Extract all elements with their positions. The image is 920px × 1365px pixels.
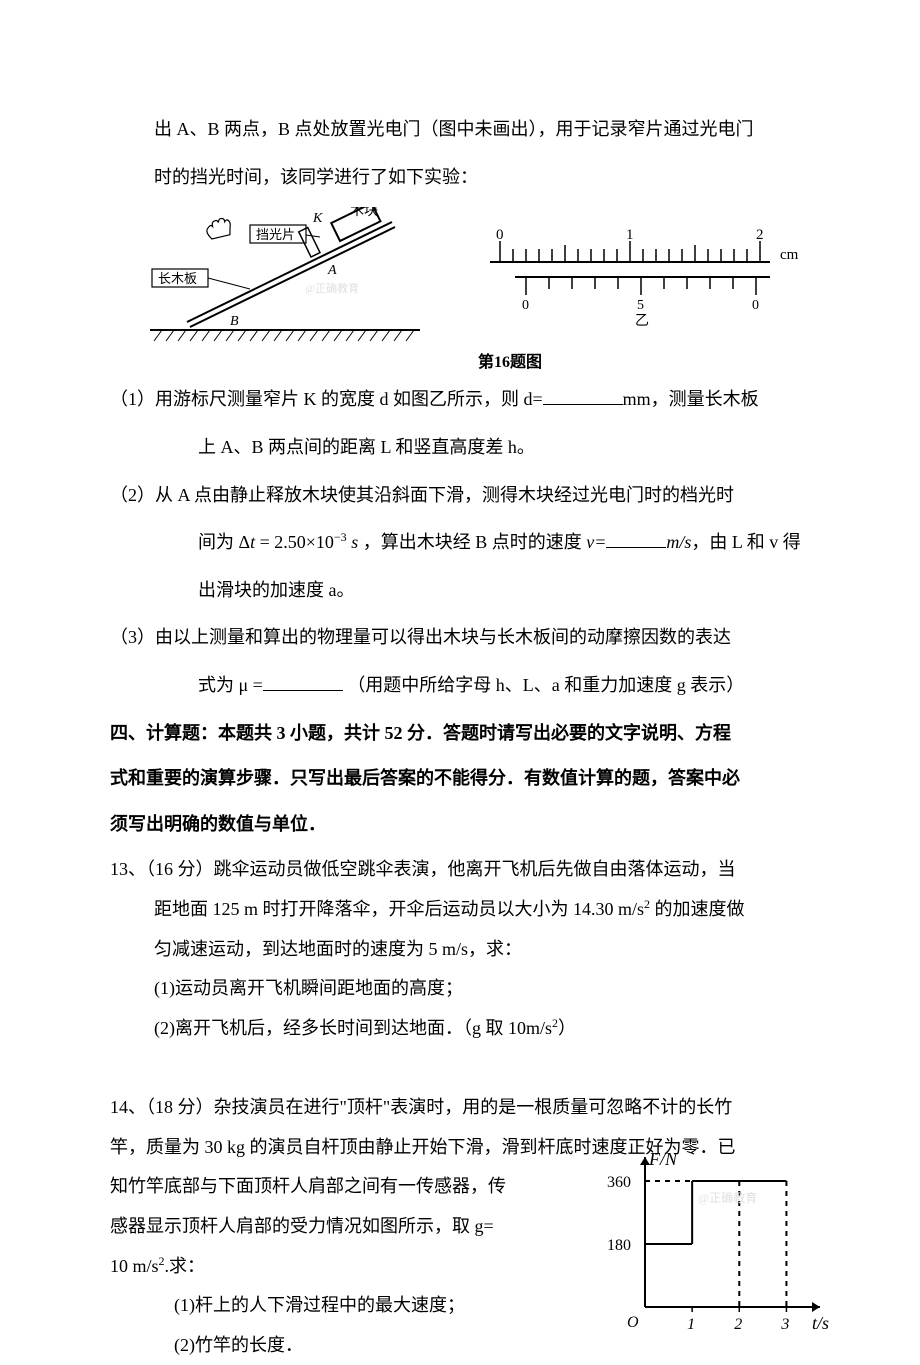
intro-line-1: 出 A、B 两点，B 点处放置光电门（图中未画出），用于记录窄片通过光电门 bbox=[110, 110, 830, 150]
q2-blank[interactable] bbox=[606, 528, 666, 548]
q2-l2-before: 间为 bbox=[198, 532, 234, 552]
svg-text:360: 360 bbox=[607, 1174, 631, 1191]
p13-head: 13、（16 分）跳伞运动员做低空跳伞表演，他离开飞机后先做自由落体运动，当 bbox=[110, 850, 830, 890]
svg-text:180: 180 bbox=[607, 1237, 631, 1254]
q2-l2-after: m/s bbox=[666, 532, 691, 552]
svg-text:O: O bbox=[627, 1314, 639, 1331]
svg-text:5: 5 bbox=[637, 298, 644, 313]
q3-before: 式为 μ = bbox=[198, 675, 263, 695]
svg-text:B: B bbox=[230, 314, 239, 329]
svg-text:乙: 乙 bbox=[635, 313, 649, 327]
figure16-row: 木块 K A B 挡光片 长木板 @正确教育 bbox=[150, 207, 830, 347]
question-2-line2: 间为 Δt = 2.50×10−3 s ，算出木块经 B 点时的速度 v= m/s… bbox=[110, 523, 830, 563]
question-2-line1: （2）从 A 点由静止释放木块使其沿斜面下滑，测得木块经过光电门时的档光时 bbox=[110, 476, 830, 516]
svg-text:木块: 木块 bbox=[350, 207, 378, 219]
p13-sub2: (2)离开飞机后，经多长时间到达地面．（g 取 10m/s2） bbox=[110, 1009, 830, 1049]
q2-l2-mid: ，算出木块经 B 点时的速度 bbox=[363, 532, 587, 552]
svg-text:2: 2 bbox=[734, 1316, 742, 1333]
p14-line5: 10 m/s2.求： bbox=[110, 1247, 590, 1287]
section4-line2: 式和重要的演算步骤．只写出最后答案的不能得分．有数值计算的题，答案中必 bbox=[110, 759, 830, 799]
problem-13: 13、（16 分）跳伞运动员做低空跳伞表演，他离开飞机后先做自由落体运动，当 距… bbox=[110, 850, 830, 1048]
svg-text:0: 0 bbox=[496, 227, 504, 243]
q1-line2: 上 A、B 两点间的距离 L 和竖直高度差 h。 bbox=[110, 428, 830, 468]
svg-text:F/N: F/N bbox=[648, 1149, 678, 1169]
q2-formula: Δt = 2.50×10−3 s bbox=[239, 532, 359, 552]
spacer bbox=[110, 1058, 830, 1088]
p14-line4: 感器显示顶杆人肩部的受力情况如图所示，取 g= bbox=[110, 1207, 590, 1247]
svg-text:t/s: t/s bbox=[812, 1313, 829, 1333]
p13-line2: 距地面 125 m 时打开降落伞，开伞后运动员以大小为 14.30 m/s2 的… bbox=[110, 890, 830, 930]
svg-text:0: 0 bbox=[522, 298, 529, 313]
svg-text:K: K bbox=[312, 211, 323, 226]
svg-text:3: 3 bbox=[780, 1316, 789, 1333]
intro-line-2: 时的挡光时间，该同学进行了如下实验： bbox=[110, 158, 830, 198]
svg-text:长木板: 长木板 bbox=[158, 271, 197, 286]
q2-l2-end: ，由 L 和 v 得 bbox=[691, 532, 800, 552]
svg-text:1: 1 bbox=[687, 1316, 695, 1333]
p14-line3: 知竹竿底部与下面顶杆人肩部之间有一传感器，传 bbox=[110, 1167, 590, 1207]
figure16-caption: 第16题图 bbox=[190, 345, 830, 380]
svg-text:@正确教育: @正确教育 bbox=[305, 281, 359, 295]
svg-text:挡光片: 挡光片 bbox=[256, 227, 295, 242]
figure16-right-vernier: 0 1 2 cm 0 5 bbox=[480, 227, 820, 327]
question-2-line3: 出滑块的加速度 a。 bbox=[110, 571, 830, 611]
svg-text:2: 2 bbox=[756, 227, 764, 243]
problem-14: 14、（18 分）杂技演员在进行"顶杆"表演时，用的是一根质量可忽略不计的长竹 … bbox=[110, 1088, 830, 1365]
svg-text:@正确教育: @正确教育 bbox=[698, 1190, 757, 1205]
question-3-line2: 式为 μ = （用题中所给字母 h、L、a 和重力加速度 g 表示） bbox=[110, 666, 830, 706]
section4-line3: 须写出明确的数值与单位． bbox=[110, 805, 830, 845]
section4-line1: 四、计算题：本题共 3 小题，共计 52 分．答题时请写出必要的文字说明、方程 bbox=[110, 714, 830, 754]
question-3-line1: （3）由以上测量和算出的物理量可以得出木块与长木板间的动摩擦因数的表达 bbox=[110, 618, 830, 658]
q1-prefix: （1）用游标尺测量窄片 K 的宽度 d 如图乙所示，则 d= bbox=[110, 389, 543, 409]
svg-text:0: 0 bbox=[752, 298, 759, 313]
svg-text:cm: cm bbox=[780, 247, 799, 263]
p13-line3: 匀减速运动，到达地面时的速度为 5 m/s，求： bbox=[110, 930, 830, 970]
p14-sub1: (1)杆上的人下滑过程中的最大速度； bbox=[110, 1286, 590, 1326]
p13-sub1: (1)运动员离开飞机瞬间距地面的高度； bbox=[110, 969, 830, 1009]
figure16-left-diagram: 木块 K A B 挡光片 长木板 @正确教育 bbox=[150, 207, 420, 347]
q2-l3: 出滑块的加速度 a。 bbox=[198, 580, 355, 600]
svg-text:1: 1 bbox=[626, 227, 634, 243]
q1-blank[interactable] bbox=[543, 385, 623, 405]
q3-blank[interactable] bbox=[263, 671, 343, 691]
svg-text:A: A bbox=[327, 263, 337, 278]
q1-suffix: mm，测量长木板 bbox=[623, 389, 759, 409]
q3-after: （用题中所给字母 h、L、a 和重力加速度 g 表示） bbox=[347, 675, 744, 695]
question-1: （1）用游标尺测量窄片 K 的宽度 d 如图乙所示，则 d= mm，测量长木板 bbox=[110, 380, 830, 420]
p14-sub2: (2)竹竿的长度． bbox=[110, 1326, 590, 1365]
p14-chart: 1 2 3 180 360 O F/N t/s @正确教育 bbox=[600, 1147, 830, 1337]
q2-v-label: v= bbox=[586, 532, 606, 552]
p14-head: 14、（18 分）杂技演员在进行"顶杆"表演时，用的是一根质量可忽略不计的长竹 bbox=[110, 1088, 830, 1128]
